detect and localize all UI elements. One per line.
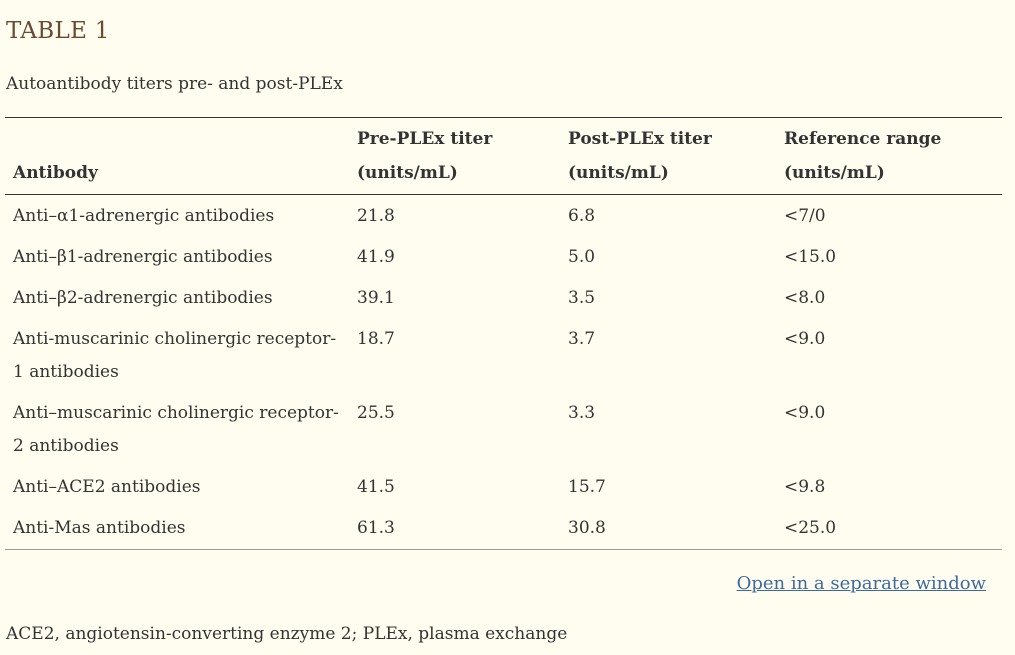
cell-antibody: Anti–α1-adrenergic antibodies xyxy=(13,206,275,226)
header-post-plex-line1: Post-PLEx titer xyxy=(568,129,712,149)
header-antibody-line2: Antibody xyxy=(13,163,98,183)
table-row: Anti-Mas antibodies 61.3 30.8 <25.0 xyxy=(5,508,1002,550)
cell-antibody: Anti–ACE2 antibodies xyxy=(13,477,201,497)
table-body: Anti–α1-adrenergic antibodies 21.8 6.8 <… xyxy=(5,195,1002,550)
open-separate-window-link[interactable]: Open in a separate window xyxy=(736,573,986,594)
cell-antibody: Anti–β1-adrenergic antibodies xyxy=(13,247,273,267)
table-container: Antibody Pre-PLEx titer (units/mL) Post-… xyxy=(5,117,1002,550)
cell-post-titer: 3.3 xyxy=(568,403,596,423)
cell-reference: <15.0 xyxy=(784,247,837,267)
cell-reference: <25.0 xyxy=(784,518,837,538)
header-antibody: Antibody xyxy=(5,118,349,195)
table-caption: Autoantibody titers pre- and post-PLEx xyxy=(6,74,343,94)
cell-pre-titer: 61.3 xyxy=(357,518,395,538)
cell-pre-titer: 25.5 xyxy=(357,403,395,423)
header-reference-range: Reference range (units/mL) xyxy=(776,118,1002,195)
cell-post-titer: 6.8 xyxy=(568,206,596,226)
cell-reference: <7/0 xyxy=(784,206,826,226)
cell-post-titer: 3.7 xyxy=(568,329,596,349)
cell-antibody: Anti–β2-adrenergic antibodies xyxy=(13,288,273,308)
cell-reference: <9.0 xyxy=(784,329,826,349)
cell-pre-titer: 21.8 xyxy=(357,206,395,226)
cell-pre-titer: 18.7 xyxy=(357,329,395,349)
header-reference-line2: (units/mL) xyxy=(784,163,885,183)
header-post-plex-line2: (units/mL) xyxy=(568,163,669,183)
table-footnote: ACE2, angiotensin-converting enzyme 2; P… xyxy=(6,624,568,644)
cell-post-titer: 30.8 xyxy=(568,518,606,538)
cell-reference: <9.8 xyxy=(784,477,826,497)
header-antibody-line1 xyxy=(13,122,341,156)
cell-antibody: Anti-Mas antibodies xyxy=(13,518,186,538)
table-row: Anti–ACE2 antibodies 41.5 15.7 <9.8 xyxy=(5,467,1002,508)
cell-pre-titer: 39.1 xyxy=(357,288,395,308)
autoantibody-table: Antibody Pre-PLEx titer (units/mL) Post-… xyxy=(5,117,1002,550)
header-reference-line1: Reference range xyxy=(784,129,942,149)
cell-post-titer: 5.0 xyxy=(568,247,596,267)
table-header-row: Antibody Pre-PLEx titer (units/mL) Post-… xyxy=(5,117,1002,195)
cell-antibody: Anti–muscarinic cholinergic receptor-2 a… xyxy=(13,403,339,456)
cell-post-titer: 3.5 xyxy=(568,288,596,308)
table-row: Anti–α1-adrenergic antibodies 21.8 6.8 <… xyxy=(5,195,1002,238)
table-row: Anti–β1-adrenergic antibodies 41.9 5.0 <… xyxy=(5,237,1002,278)
cell-reference: <9.0 xyxy=(784,403,826,423)
table-row: Anti-muscarinic cholinergic receptor-1 a… xyxy=(5,319,1002,393)
table-row: Anti–β2-adrenergic antibodies 39.1 3.5 <… xyxy=(5,278,1002,319)
header-post-plex: Post-PLEx titer (units/mL) xyxy=(560,118,776,195)
header-pre-plex-line2: (units/mL) xyxy=(357,163,458,183)
table-title: TABLE 1 xyxy=(6,18,110,44)
cell-pre-titer: 41.9 xyxy=(357,247,395,267)
header-pre-plex: Pre-PLEx titer (units/mL) xyxy=(349,118,560,195)
cell-pre-titer: 41.5 xyxy=(357,477,395,497)
cell-post-titer: 15.7 xyxy=(568,477,606,497)
table-row: Anti–muscarinic cholinergic receptor-2 a… xyxy=(5,393,1002,467)
cell-reference: <8.0 xyxy=(784,288,826,308)
header-pre-plex-line1: Pre-PLEx titer xyxy=(357,129,493,149)
cell-antibody: Anti-muscarinic cholinergic receptor-1 a… xyxy=(13,329,337,382)
